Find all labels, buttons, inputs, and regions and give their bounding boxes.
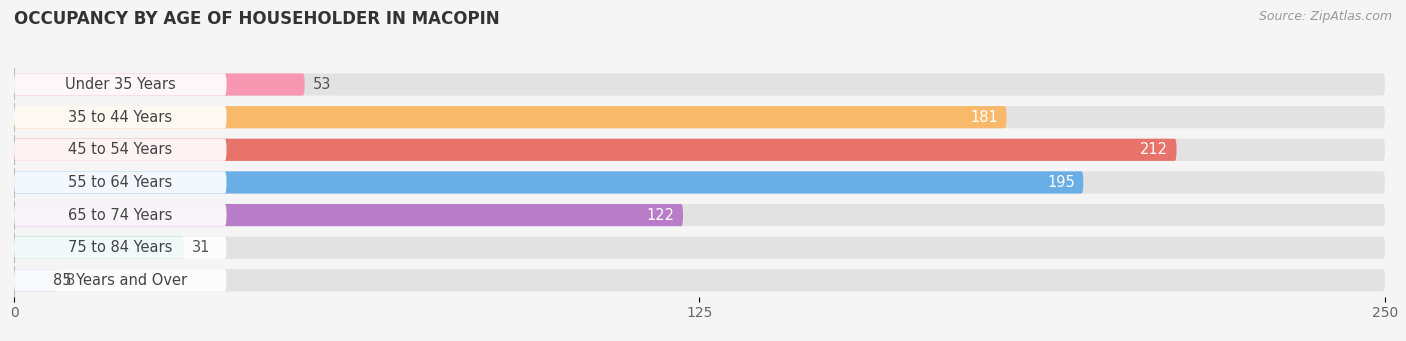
- FancyBboxPatch shape: [14, 139, 1385, 161]
- Text: 195: 195: [1047, 175, 1076, 190]
- FancyBboxPatch shape: [14, 204, 1385, 226]
- FancyBboxPatch shape: [14, 106, 226, 128]
- FancyBboxPatch shape: [14, 237, 1385, 259]
- FancyBboxPatch shape: [14, 139, 1177, 161]
- FancyBboxPatch shape: [14, 73, 305, 95]
- Text: 31: 31: [193, 240, 211, 255]
- FancyBboxPatch shape: [14, 73, 226, 95]
- Text: 85 Years and Over: 85 Years and Over: [53, 273, 187, 288]
- Text: 45 to 54 Years: 45 to 54 Years: [67, 142, 173, 157]
- FancyBboxPatch shape: [14, 171, 226, 194]
- Text: OCCUPANCY BY AGE OF HOUSEHOLDER IN MACOPIN: OCCUPANCY BY AGE OF HOUSEHOLDER IN MACOP…: [14, 10, 499, 28]
- Text: 122: 122: [647, 208, 675, 223]
- FancyBboxPatch shape: [14, 237, 184, 259]
- FancyBboxPatch shape: [14, 237, 226, 259]
- FancyBboxPatch shape: [14, 106, 1007, 128]
- Text: 65 to 74 Years: 65 to 74 Years: [67, 208, 173, 223]
- Text: 35 to 44 Years: 35 to 44 Years: [69, 110, 173, 125]
- FancyBboxPatch shape: [14, 73, 1385, 95]
- FancyBboxPatch shape: [14, 171, 1084, 194]
- Text: 181: 181: [970, 110, 998, 125]
- FancyBboxPatch shape: [14, 171, 1385, 194]
- FancyBboxPatch shape: [14, 269, 1385, 292]
- Text: Source: ZipAtlas.com: Source: ZipAtlas.com: [1258, 10, 1392, 23]
- FancyBboxPatch shape: [14, 269, 226, 292]
- Text: 53: 53: [314, 77, 332, 92]
- Text: 8: 8: [66, 273, 76, 288]
- FancyBboxPatch shape: [14, 139, 226, 161]
- FancyBboxPatch shape: [14, 269, 58, 292]
- Text: 55 to 64 Years: 55 to 64 Years: [67, 175, 173, 190]
- FancyBboxPatch shape: [14, 204, 683, 226]
- Text: 212: 212: [1140, 142, 1168, 157]
- Text: 75 to 84 Years: 75 to 84 Years: [67, 240, 173, 255]
- FancyBboxPatch shape: [14, 106, 1385, 128]
- FancyBboxPatch shape: [14, 204, 226, 226]
- Text: Under 35 Years: Under 35 Years: [65, 77, 176, 92]
